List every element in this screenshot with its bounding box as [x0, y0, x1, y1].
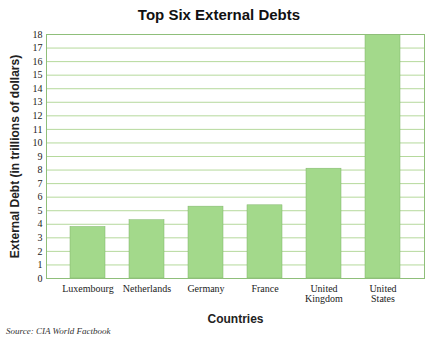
svg-text:12: 12	[33, 110, 43, 121]
svg-text:10: 10	[33, 137, 43, 148]
svg-text:2: 2	[38, 246, 43, 257]
svg-text:Netherlands: Netherlands	[123, 283, 171, 294]
svg-text:0: 0	[38, 273, 43, 284]
svg-text:Germany: Germany	[187, 283, 224, 294]
svg-text:1: 1	[38, 259, 43, 270]
svg-text:UnitedKingdom: UnitedKingdom	[305, 283, 343, 304]
svg-text:5: 5	[38, 205, 43, 216]
svg-text:11: 11	[33, 124, 43, 135]
svg-text:14: 14	[33, 83, 43, 94]
svg-text:8: 8	[38, 164, 43, 175]
svg-text:7: 7	[38, 178, 43, 189]
svg-text:9: 9	[38, 151, 43, 162]
svg-text:Countries: Countries	[207, 312, 263, 326]
svg-text:France: France	[251, 283, 279, 294]
svg-text:13: 13	[33, 96, 43, 107]
svg-text:External Debt (in trillions of: External Debt (in trillions of dollars)	[8, 55, 22, 258]
svg-text:15: 15	[33, 69, 43, 80]
svg-text:17: 17	[33, 42, 43, 53]
html-text:Top Six External Debts: Top Six External Debts	[137, 6, 301, 23]
svg-text:UnitedStates: UnitedStates	[369, 283, 396, 304]
svg-text:4: 4	[38, 218, 43, 229]
html-text:Source: CIA World Factbook: Source: CIA World Factbook	[6, 326, 111, 336]
svg-text:18: 18	[33, 29, 43, 40]
svg-text:16: 16	[33, 56, 43, 67]
svg-text:Luxembourg: Luxembourg	[62, 283, 113, 294]
svg-text:6: 6	[38, 191, 43, 202]
svg-text:3: 3	[38, 232, 43, 243]
